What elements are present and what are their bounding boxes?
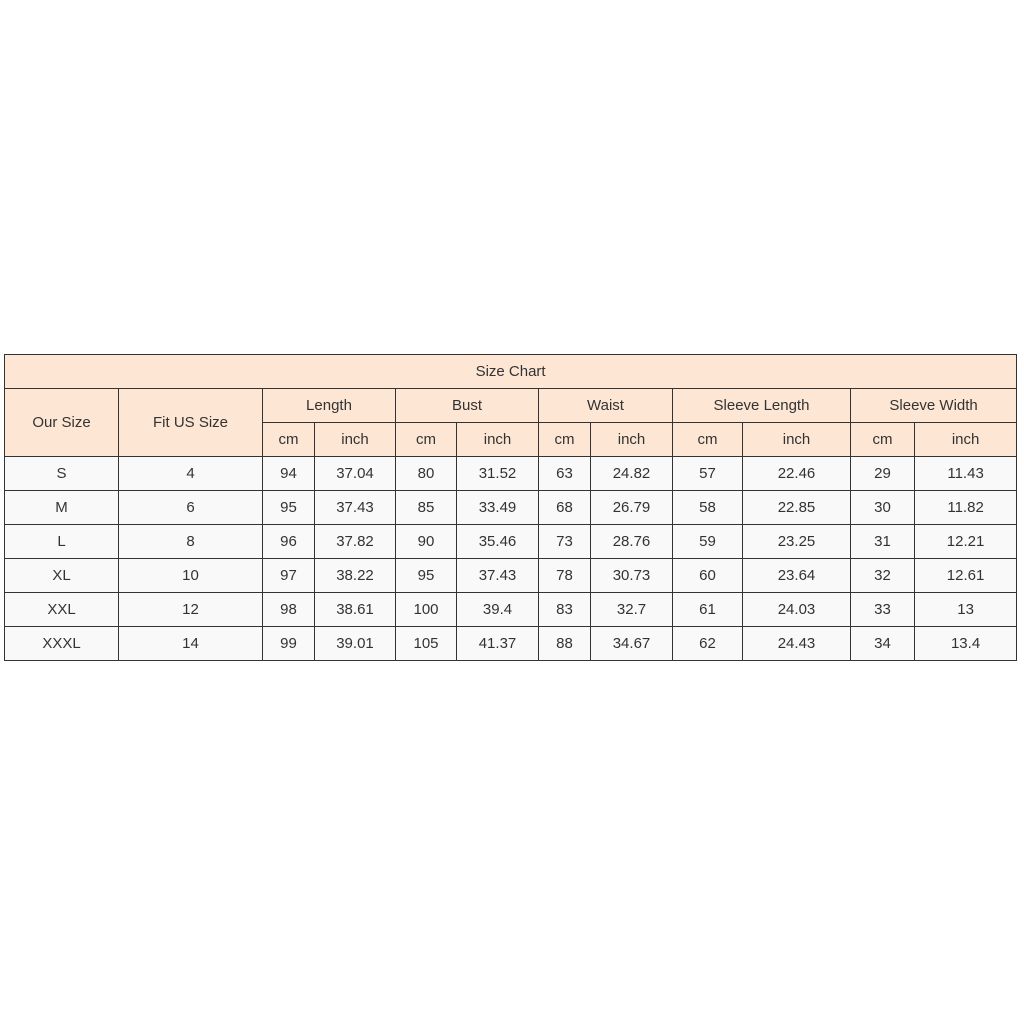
table-cell: 63: [538, 456, 591, 491]
table-cell: 33: [850, 592, 915, 627]
table-cell: 97: [262, 558, 315, 593]
table-cell: 37.04: [314, 456, 396, 491]
table-cell: 24.03: [742, 592, 851, 627]
table-cell: 12.21: [913, 524, 1018, 559]
table-cell: 37.43: [456, 558, 539, 593]
table-cell: 12.61: [913, 558, 1018, 593]
table-cell: 41.37: [456, 626, 539, 661]
table-cell: 80: [395, 456, 457, 491]
table-cell: M: [4, 490, 119, 525]
table-cell: 105: [395, 626, 457, 661]
table-cell: 12: [118, 592, 263, 627]
table-cell: 61: [672, 592, 743, 627]
table-row: XL 10 97 38.22 95 37.43 78 30.73 60 23.64 32 12.61: [4, 558, 1018, 593]
header-group: Sleeve Width: [849, 388, 1018, 423]
table-cell: 39.4: [456, 592, 539, 627]
header-unit-cm: cm: [262, 422, 315, 457]
table-cell: 34.67: [590, 626, 673, 661]
table-cell: 73: [538, 524, 591, 559]
header-group: Bust: [395, 388, 539, 423]
table-cell: S: [4, 456, 119, 491]
table-cell: XXL: [4, 592, 119, 627]
header-group: Length: [262, 388, 396, 423]
table-cell: 58: [672, 490, 743, 525]
table-cell: L: [4, 524, 119, 559]
table-cell: 99: [262, 626, 315, 661]
table-cell: 94: [262, 456, 315, 491]
header-our-size: Our Size: [4, 388, 119, 457]
table-cell: 90: [395, 524, 457, 559]
table-row: S 4 94 37.04 80 31.52 63 24.82 57 22.46 29 11.43: [4, 456, 1018, 491]
header-group: Sleeve Length: [672, 388, 851, 423]
header-unit-inch: inch: [742, 422, 851, 457]
header-unit-inch: inch: [913, 422, 1018, 457]
table-cell: 28.76: [590, 524, 673, 559]
table-cell: 11.82: [913, 490, 1018, 525]
table-cell: 29: [850, 456, 915, 491]
table-cell: 24.82: [590, 456, 673, 491]
table-cell: 30.73: [590, 558, 673, 593]
table-cell: 57: [672, 456, 743, 491]
table-cell: 98: [262, 592, 315, 627]
table-cell: 38.22: [314, 558, 396, 593]
table-cell: 96: [262, 524, 315, 559]
header-fit-us-size: Fit US Size: [118, 388, 263, 457]
table-row: XXL 12 98 38.61 100 39.4 83 32.7 61 24.03 33 13: [4, 592, 1018, 627]
table-cell: 30: [850, 490, 915, 525]
table-cell: 39.01: [314, 626, 396, 661]
header-unit-inch: inch: [590, 422, 673, 457]
table-cell: XL: [4, 558, 119, 593]
table-row: XXXL 14 99 39.01 105 41.37 88 34.67 62 24.43 34 13.…: [4, 626, 1018, 661]
table-cell: 37.82: [314, 524, 396, 559]
table-cell: 10: [118, 558, 263, 593]
header-unit-cm: cm: [395, 422, 457, 457]
table-cell: 33.49: [456, 490, 539, 525]
table-cell: 31.52: [456, 456, 539, 491]
table-cell: 85: [395, 490, 457, 525]
header-unit-cm: cm: [672, 422, 743, 457]
table-cell: 88: [538, 626, 591, 661]
table-row: L 8 96 37.82 90 35.46 73 28.76 59 23.25 31 12.21: [4, 524, 1018, 559]
table-cell: 31: [850, 524, 915, 559]
table-cell: 35.46: [456, 524, 539, 559]
table-cell: 11.43: [913, 456, 1018, 491]
table-cell: 32.7: [590, 592, 673, 627]
table-cell: 22.46: [742, 456, 851, 491]
table-cell: 24.43: [742, 626, 851, 661]
table-cell: 22.85: [742, 490, 851, 525]
table-cell: 23.64: [742, 558, 851, 593]
table-cell: 95: [262, 490, 315, 525]
table-cell: 60: [672, 558, 743, 593]
table-cell: 68: [538, 490, 591, 525]
table-cell: 83: [538, 592, 591, 627]
table-cell: 32: [850, 558, 915, 593]
table-cell: 14: [118, 626, 263, 661]
header-unit-inch: inch: [314, 422, 396, 457]
table-cell: 8: [118, 524, 263, 559]
header-unit-inch: inch: [456, 422, 539, 457]
table-cell: 38.61: [314, 592, 396, 627]
table-cell: 26.79: [590, 490, 673, 525]
table-cell: XXXL: [4, 626, 119, 661]
table-row: M 6 95 37.43 85 33.49 68 26.79 58 22.85 30 11.82: [4, 490, 1018, 525]
table-cell: 6: [118, 490, 263, 525]
table-title: Size Chart: [3, 354, 1018, 389]
size-chart-table: Size Chart Our Size Fit US Size Length Bu…: [3, 354, 1018, 661]
table-cell: 100: [395, 592, 457, 627]
table-cell: 13: [913, 592, 1018, 627]
table-cell: 95: [395, 558, 457, 593]
table-cell: 78: [538, 558, 591, 593]
table-cell: 62: [672, 626, 743, 661]
header-unit-cm: cm: [538, 422, 591, 457]
header-group: Waist: [538, 388, 673, 423]
table-cell: 59: [672, 524, 743, 559]
table-cell: 13.4: [913, 626, 1018, 661]
table-cell: 23.25: [742, 524, 851, 559]
table-cell: 34: [850, 626, 915, 661]
table-cell: 37.43: [314, 490, 396, 525]
table-cell: 4: [118, 456, 263, 491]
header-unit-cm: cm: [850, 422, 915, 457]
